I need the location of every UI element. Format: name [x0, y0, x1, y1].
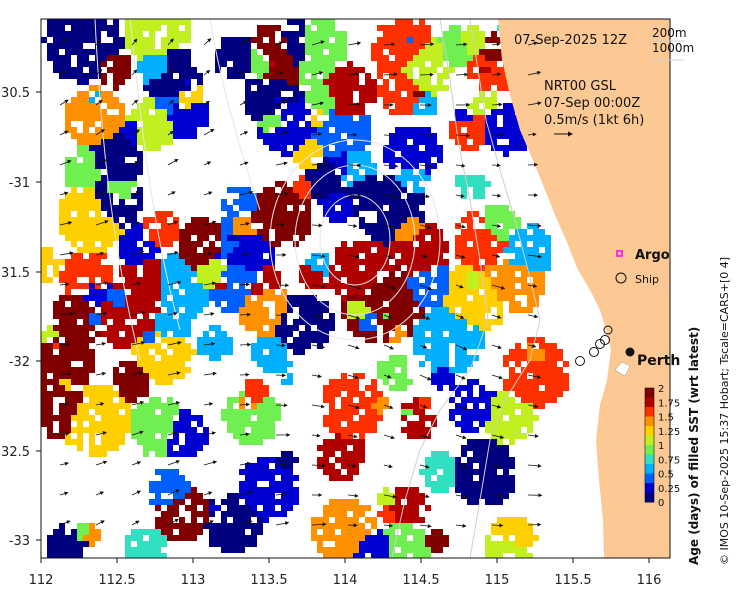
colorbar: 2 1.75 1.5 1.25 1 0.75 0.5 0.25 0: [644, 384, 680, 509]
x-tick-label: 113.5: [250, 573, 287, 588]
isobath-label-200m: 200m: [652, 26, 687, 40]
y-tick-label: 31.5: [1, 266, 30, 281]
colorbar-tick-label: 0.25: [658, 484, 680, 495]
argo-label: Argo: [635, 248, 670, 263]
x-tick-label: 114: [333, 573, 358, 588]
colorbar-segment: [645, 388, 654, 398]
argo-symbol: [616, 250, 623, 257]
colorbar-segment: [645, 445, 654, 455]
x-tick-label: 112: [29, 573, 54, 588]
colorbar-tick-label: 2: [658, 384, 664, 395]
colorbar-tick-label: 0: [658, 498, 664, 509]
current-vectors: [59, 37, 543, 529]
colorbar-segment: [645, 464, 654, 474]
colorbar-tick-label: 0.5: [658, 470, 674, 481]
current-source: NRT00 GSL: [544, 79, 617, 94]
colorbar-segment: [645, 426, 654, 436]
current-time: 07-Sep 00:00Z: [544, 96, 640, 111]
colorbar-tick-label: 1.5: [658, 413, 674, 424]
y-tick-label: 30.5: [1, 86, 30, 101]
colorbar-segment: [645, 416, 654, 427]
y-tick-label: -33: [9, 534, 30, 549]
perth-marker: [625, 347, 635, 357]
colorbar-frame: [644, 387, 655, 503]
credit-text: © IMOS 10-Sep-2025 15:37 Hobart; Tscale=…: [718, 257, 731, 565]
colorbar-segment: [645, 473, 654, 484]
colorbar-tick-label: 0.75: [658, 455, 680, 466]
x-axis: 112 112.5 113 113.5 114 114.5 115 115.5 116: [29, 558, 662, 588]
x-tick-label: 113: [181, 573, 206, 588]
colorbar-tick-label: 1: [658, 441, 664, 452]
swan-river: [614, 361, 631, 377]
ship-symbol: [615, 272, 627, 284]
colorbar-tick-label: 1.25: [658, 427, 680, 438]
ship-label: Ship: [635, 273, 659, 286]
y-tick-label: 32.5: [1, 445, 30, 460]
colorbar-segment: [645, 435, 654, 446]
colorbar-segment: [645, 407, 654, 417]
plot-frame: [40, 18, 671, 559]
x-tick-label: 116: [637, 573, 662, 588]
y-tick-label: -31: [9, 176, 30, 191]
land-area: [498, 19, 670, 558]
colorbar-tick-label: 1.75: [658, 398, 680, 409]
perth-label: Perth: [637, 353, 680, 369]
x-tick-label: 115: [485, 573, 510, 588]
colorbar-segment: [645, 483, 654, 493]
colorbar-title: Age (days) of filled SST (wrt latest): [687, 327, 701, 565]
isobath-label-1000m: 1000m: [652, 41, 694, 55]
isobaths: [391, 19, 541, 558]
x-tick-label: 114.5: [402, 573, 439, 588]
y-axis: 30.5 -31 31.5 -32 32.5 -33: [1, 86, 41, 549]
ship-markers: [575, 325, 613, 366]
colorbar-segment: [645, 492, 654, 503]
y-tick-label: -32: [9, 355, 30, 370]
x-tick-label: 115.5: [554, 573, 591, 588]
x-tick-label: 112.5: [98, 573, 135, 588]
map-datetime: 07-Sep-2025 12Z: [514, 33, 627, 48]
current-scale: 0.5m/s (1kt 6h): [544, 113, 644, 128]
sst-age-cells: [41, 19, 569, 558]
colorbar-segment: [645, 397, 654, 408]
colorbar-segment: [645, 454, 654, 465]
